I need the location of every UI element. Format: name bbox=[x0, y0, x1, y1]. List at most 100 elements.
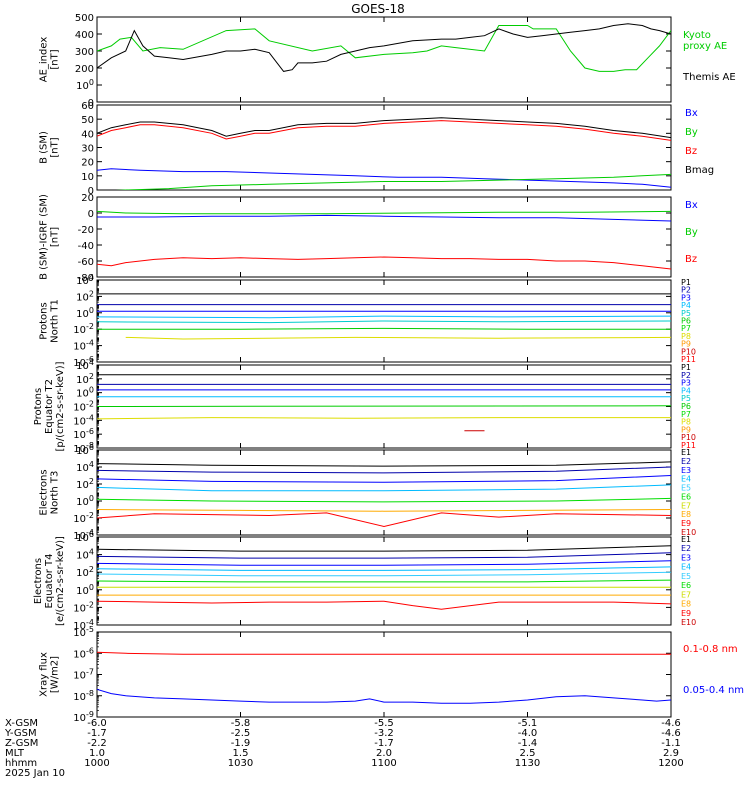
series-line-e6 bbox=[97, 579, 671, 583]
legend-label: P5 bbox=[681, 309, 691, 318]
series-line-kyoto bbox=[97, 25, 671, 72]
x-tick-label: -1.9 bbox=[231, 738, 251, 749]
x-tick-label: -4.6 bbox=[661, 718, 681, 729]
y-tick-label: 10-8 bbox=[73, 689, 94, 703]
x-tick-label: 1100 bbox=[371, 758, 396, 769]
y-tick-label: 0 bbox=[88, 209, 94, 220]
series-line-by bbox=[115, 173, 671, 190]
y-tick-label: 300 bbox=[75, 47, 94, 58]
x-tick-label: 1200 bbox=[658, 758, 683, 769]
legend-label: P9 bbox=[681, 340, 691, 349]
y-axis-label: B (SM)-IGRF (SM) bbox=[39, 194, 50, 280]
series-line-p6 bbox=[97, 327, 671, 330]
legend-label: 0.1-0.8 nm bbox=[683, 644, 738, 655]
series-line-0-05-0-4-nm bbox=[97, 688, 671, 704]
y-axis-label: [e/(cm2-s-sr-keV)] bbox=[55, 536, 66, 626]
y-axis-label: [nT] bbox=[50, 227, 61, 247]
legend-label: P5 bbox=[681, 394, 691, 403]
y-tick-label: 10-2 bbox=[73, 322, 94, 336]
legend-label: P2 bbox=[681, 371, 691, 380]
series-line-e1 bbox=[97, 461, 671, 467]
y-tick-label: 0 bbox=[88, 98, 94, 109]
y-tick-label: 20 bbox=[81, 158, 94, 169]
legend-label: P4 bbox=[681, 386, 691, 395]
legend-label: E8 bbox=[681, 510, 691, 519]
x-tick-label: -2.5 bbox=[231, 728, 251, 739]
y-tick-label: 10-8 bbox=[73, 441, 94, 455]
series-line-by bbox=[97, 210, 671, 215]
y-tick-label: 500 bbox=[75, 13, 94, 24]
y-axis-label: AE_index bbox=[39, 37, 50, 83]
y-axis-label: [W/m2] bbox=[50, 656, 61, 693]
y-tick-label: 10-2 bbox=[73, 400, 94, 414]
legend-label: E9 bbox=[681, 609, 691, 618]
legend-label: Bmag bbox=[685, 165, 714, 176]
series-line-e9 bbox=[97, 512, 671, 528]
legend-label: Kyoto bbox=[683, 30, 711, 41]
legend-label: E7 bbox=[681, 501, 691, 510]
y-tick-label: 10-6 bbox=[73, 646, 94, 660]
legend-label: P7 bbox=[681, 324, 691, 333]
legend-label: E3 bbox=[681, 553, 691, 562]
y-tick-label: 200 bbox=[75, 64, 94, 75]
series-line-e4 bbox=[97, 566, 671, 571]
legend-label: 0.05-0.4 nm bbox=[683, 685, 744, 696]
y-tick-label: 102 bbox=[76, 372, 94, 386]
y-tick-label: 102 bbox=[76, 289, 94, 303]
series-line-e4 bbox=[97, 484, 671, 492]
y-tick-label: 10-2 bbox=[73, 511, 94, 525]
y-tick-label: 20 bbox=[81, 193, 94, 204]
legend-label: P2 bbox=[681, 286, 691, 295]
y-tick-label: 100 bbox=[76, 78, 94, 92]
x-row-label: MLT bbox=[5, 748, 25, 759]
y-axis-label: Protons bbox=[39, 302, 50, 339]
y-tick-label: 0 bbox=[88, 186, 94, 197]
y-tick-label: 104 bbox=[76, 460, 94, 474]
x-tick-label: 1.0 bbox=[89, 748, 105, 759]
panel-frame bbox=[96, 449, 672, 536]
legend-label: E5 bbox=[681, 484, 691, 493]
x-tick-label: -4.6 bbox=[661, 728, 681, 739]
legend-label: P3 bbox=[681, 293, 691, 302]
legend-label: P9 bbox=[681, 425, 691, 434]
x-tick-label: -5.5 bbox=[374, 718, 394, 729]
x-tick-label: 2.9 bbox=[663, 748, 679, 759]
y-tick-label: -60 bbox=[78, 257, 94, 268]
y-tick-label: 30 bbox=[81, 144, 94, 155]
y-tick-label: 10-9 bbox=[73, 710, 94, 724]
panel-6: 10-4 10-2 100 102 104 106 Electrons Equator T4[… bbox=[33, 530, 696, 632]
x-tick-label: -4.0 bbox=[518, 728, 538, 739]
y-tick-label: 106 bbox=[76, 530, 94, 544]
series-line-bz bbox=[97, 256, 671, 270]
series-line-bx bbox=[97, 168, 671, 188]
y-tick-label: 106 bbox=[76, 443, 94, 457]
y-tick-label: 10-4 bbox=[73, 339, 94, 353]
legend-label: P6 bbox=[681, 317, 691, 326]
x-tick-label: 2.5 bbox=[520, 748, 536, 759]
y-tick-label: 102 bbox=[76, 565, 94, 579]
legend-label: E10 bbox=[681, 618, 696, 627]
y-tick-label: 50 bbox=[81, 115, 94, 126]
y-tick-label: 10-6 bbox=[73, 427, 94, 441]
y-axis-label: Protons bbox=[33, 388, 44, 425]
legend-label: E10 bbox=[681, 528, 696, 537]
legend-label: E4 bbox=[681, 475, 691, 484]
panel-frame bbox=[96, 196, 672, 278]
legend-label: Themis AE bbox=[682, 72, 736, 83]
y-tick-label: 102 bbox=[76, 477, 94, 491]
legend-label: P6 bbox=[681, 402, 691, 411]
legend-label: P7 bbox=[681, 410, 691, 419]
series-line-e5 bbox=[97, 571, 671, 577]
y-tick-label: 100 bbox=[76, 494, 94, 508]
x-row-label: Y-GSM bbox=[4, 728, 37, 739]
x-tick-label: 1000 bbox=[84, 758, 109, 769]
y-tick-label: 104 bbox=[76, 548, 94, 562]
y-tick-label: 10 bbox=[81, 172, 94, 183]
series-line-p4 bbox=[97, 315, 671, 319]
y-tick-label: 10-4 bbox=[73, 618, 94, 632]
